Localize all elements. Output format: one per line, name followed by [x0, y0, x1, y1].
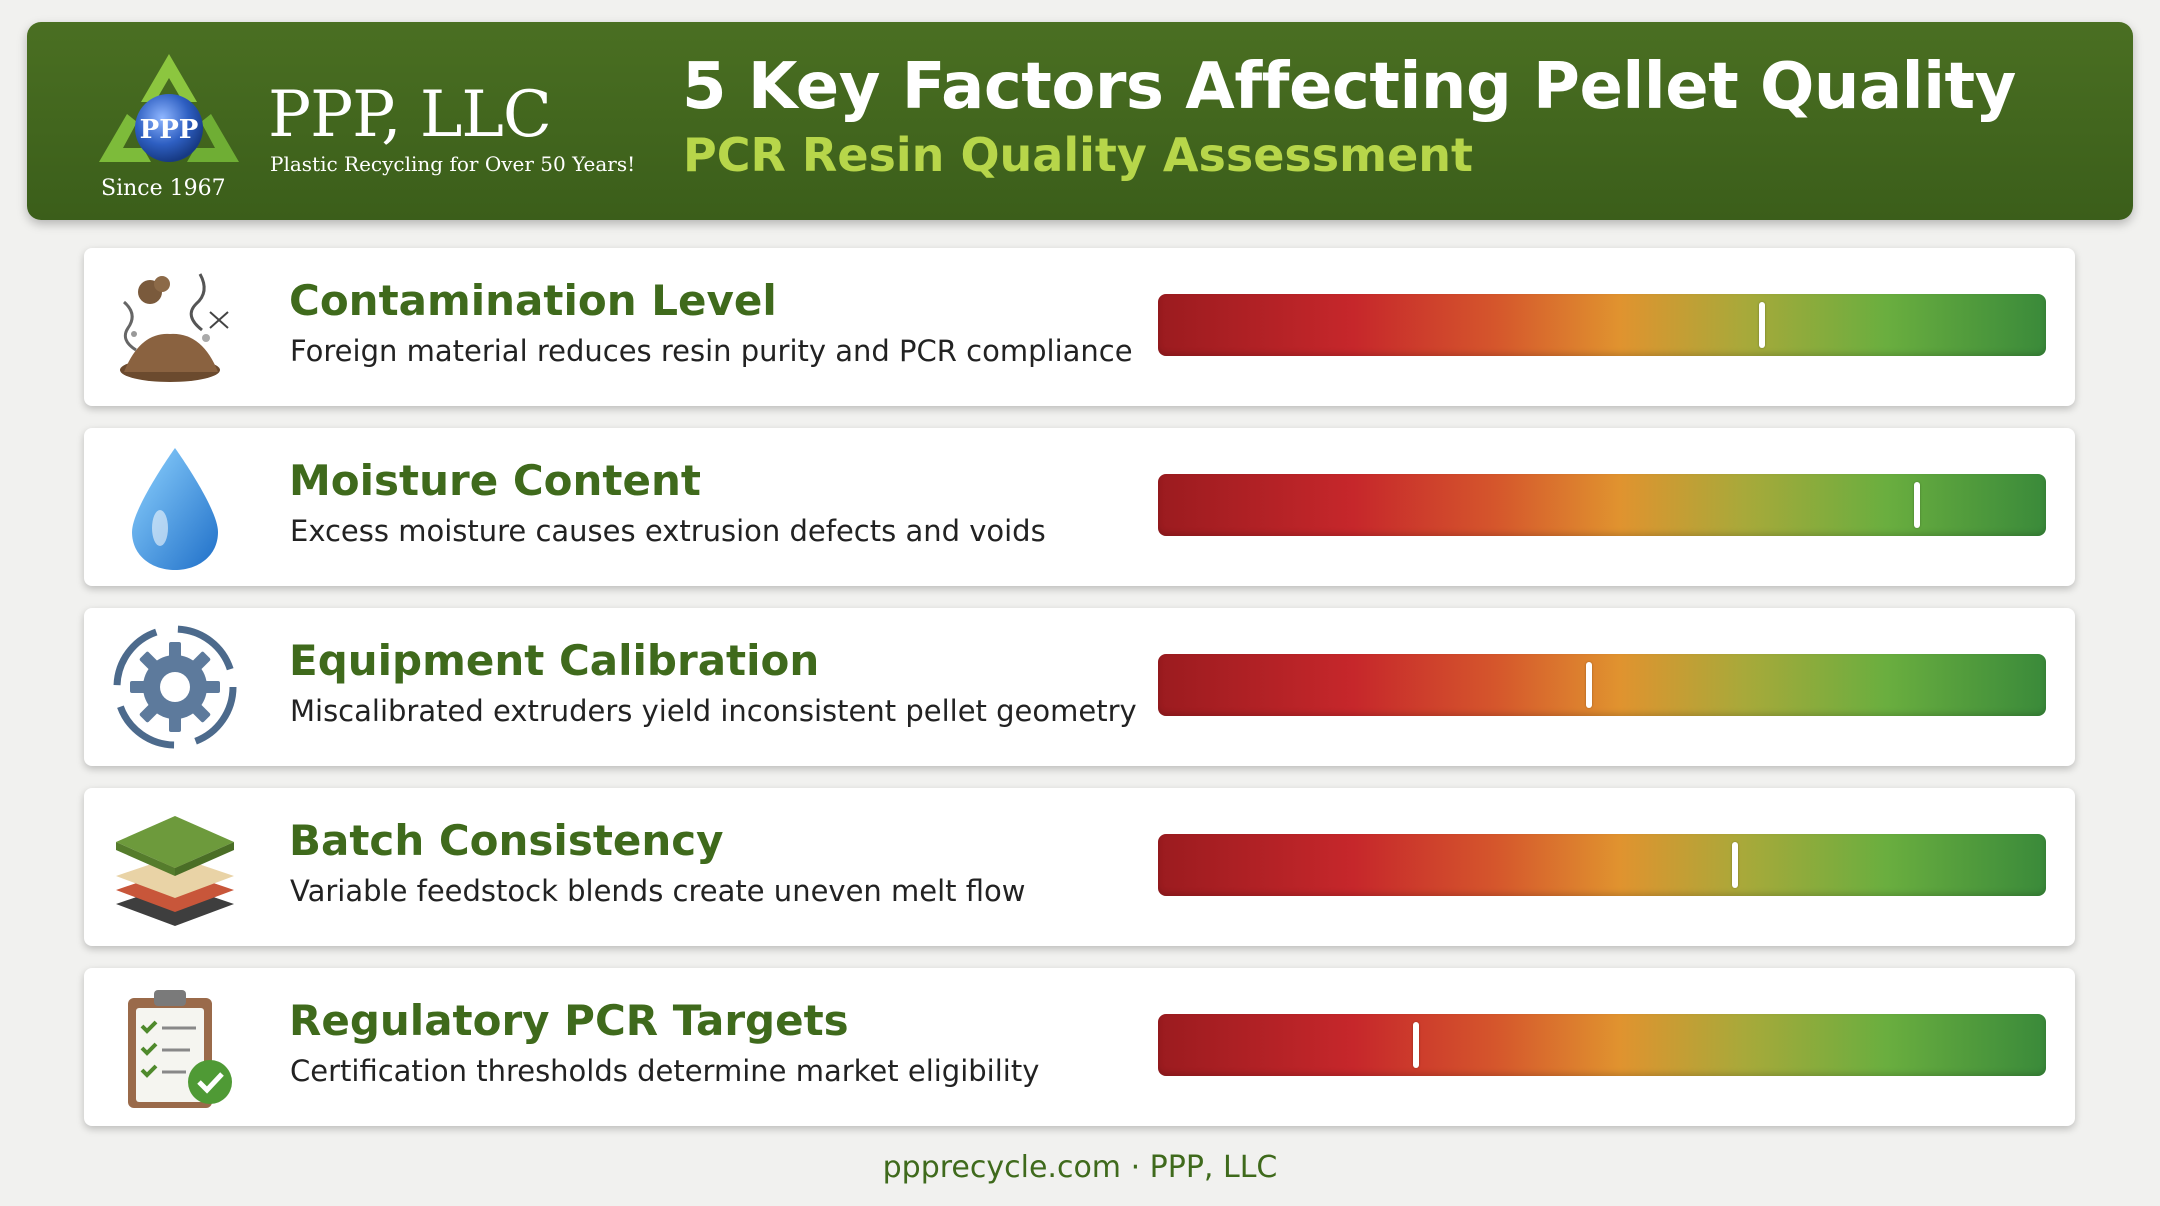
level-marker	[1732, 842, 1739, 888]
factor-card-contamination: Contamination Level Foreign material red…	[84, 248, 2075, 406]
factor-description: Miscalibrated extruders yield inconsiste…	[290, 694, 1137, 728]
factor-description: Variable feedstock blends create uneven …	[290, 874, 1026, 908]
footer-text: ppprecycle.com · PPP, LLC	[882, 1150, 1278, 1185]
quality-gradient-bar	[1158, 654, 2046, 716]
factor-title: Equipment Calibration	[289, 636, 820, 685]
level-marker	[1412, 1022, 1419, 1068]
gear-icon	[113, 625, 237, 749]
factor-card-moisture: Moisture Content Excess moisture causes …	[84, 428, 2075, 586]
quality-gradient-bar	[1158, 1014, 2046, 1076]
svg-text:PPP: PPP	[140, 115, 199, 145]
factor-card-batch: Batch Consistency Variable feedstock ble…	[84, 788, 2075, 946]
brand-tagline: Plastic Recycling for Over 50 Years!	[270, 152, 636, 176]
level-marker	[1914, 482, 1921, 528]
quality-gradient-bar	[1158, 474, 2046, 536]
level-marker	[1585, 662, 1592, 708]
factor-title: Batch Consistency	[289, 816, 724, 865]
page-subtitle: PCR Resin Quality Assessment	[683, 128, 1474, 182]
water-drop-icon	[132, 448, 218, 570]
level-marker	[1758, 302, 1765, 348]
contamination-icon	[120, 273, 229, 382]
factor-card-regulatory: Regulatory PCR Targets Certification thr…	[84, 968, 2075, 1126]
since-label: Since 1967	[101, 176, 226, 201]
header-banner: PPP Since 1967 PPP, LLC Plastic Recyclin…	[27, 22, 2133, 220]
brand-name: PPP, LLC	[268, 78, 552, 152]
clipboard-check-icon	[128, 990, 232, 1108]
factor-description: Excess moisture causes extrusion defects…	[290, 514, 1046, 548]
page-title: 5 Key Factors Affecting Pellet Quality	[682, 50, 2016, 124]
recycle-logo-icon: PPP	[99, 54, 239, 162]
layers-icon	[116, 816, 234, 926]
factor-description: Foreign material reduces resin purity an…	[290, 334, 1133, 368]
quality-gradient-bar	[1158, 294, 2046, 356]
quality-gradient-bar	[1158, 834, 2046, 896]
factor-title: Regulatory PCR Targets	[289, 996, 849, 1045]
factor-title: Contamination Level	[289, 276, 777, 325]
factor-description: Certification thresholds determine marke…	[290, 1054, 1040, 1088]
factor-card-calibration: Equipment Calibration Miscalibrated extr…	[84, 608, 2075, 766]
factor-title: Moisture Content	[289, 456, 701, 505]
